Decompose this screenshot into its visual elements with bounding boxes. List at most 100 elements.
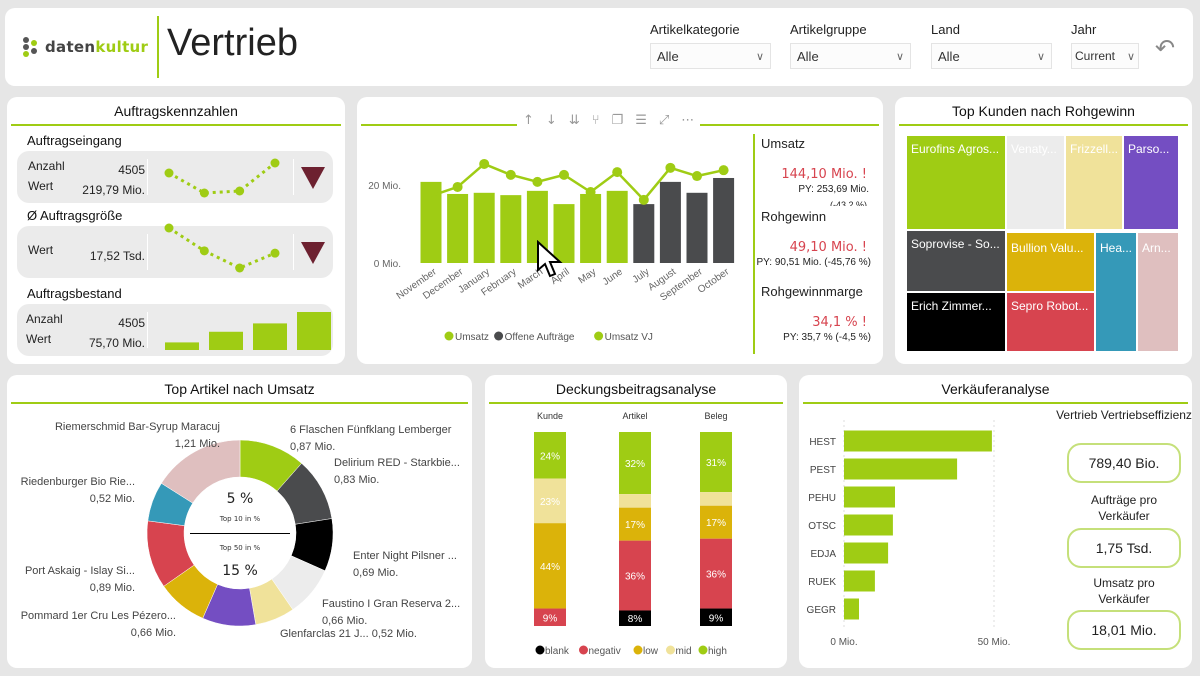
treemap-tile[interactable]: Hea... <box>1095 232 1137 352</box>
seller-bar <box>844 430 992 452</box>
segment-label: 36% <box>625 572 645 583</box>
seller-bar <box>844 598 859 620</box>
kpi-title: Rohgewinn <box>761 209 827 224</box>
sparkline-point <box>164 223 174 233</box>
treemap-tile[interactable]: Parso... <box>1123 135 1179 230</box>
slicer-dropdown[interactable]: Alle ∨ <box>650 43 771 69</box>
line-point <box>665 162 676 173</box>
legend-label: Offene Aufträge <box>505 332 575 343</box>
slicer-artikelgruppe: Artikelgruppe Alle ∨ <box>790 22 911 69</box>
kpi-title: Aufträge pro Verkäufer <box>1090 493 1158 523</box>
treemap-tile[interactable]: Eurofins Agros... <box>906 135 1006 230</box>
auftragseingang-card: Anzahl 4505 Wert 219,79 Mio. <box>17 151 333 203</box>
seller-bar <box>844 514 893 536</box>
header-divider <box>157 16 159 78</box>
treemap-tile[interactable]: Venaty... <box>1006 135 1065 230</box>
kpi-py: PY: 90,51 Mio. (-45,76 %) <box>756 257 871 268</box>
kpi-value: 4505 <box>118 163 145 177</box>
divider <box>147 159 148 195</box>
divider <box>293 159 294 195</box>
kpi-card-value: 1,75 Tsd. <box>1067 528 1181 568</box>
kpi-value: 219,79 Mio. <box>82 183 145 197</box>
divider <box>147 312 148 348</box>
x-tick-label: 50 Mio. <box>978 637 1011 648</box>
line-point <box>585 187 596 198</box>
bar-label: PEHU <box>808 493 836 504</box>
donut-label: Riedenburger Bio Rie... 0,52 Mio. <box>20 476 135 505</box>
top-artikel-panel: Top Artikel nach Umsatz 5 % Top 10 in % … <box>7 375 472 668</box>
chevron-down-icon: ∨ <box>755 50 764 63</box>
treemap-tile[interactable]: Bullion Valu... <box>1006 232 1095 292</box>
bar-label: OTSC <box>808 521 836 532</box>
auftragsbestand-card: Anzahl 4505 Wert 75,70 Mio. <box>17 304 333 356</box>
slicer-dropdown[interactable]: Alle ∨ <box>931 43 1052 69</box>
legend-label: low <box>643 646 659 657</box>
slicer-label: Artikelkategorie <box>650 22 740 37</box>
legend-marker <box>633 645 643 655</box>
drill-down-icon[interactable]: ↓ <box>545 113 557 128</box>
verkaeufer-panel: Verkäuferanalyse HEST PEST PEHU OTSC EDJA RUE… <box>799 375 1192 668</box>
line-point <box>452 181 463 192</box>
kpi-title: Vertrieb Vertriebseffizienz <box>1056 408 1192 422</box>
expand-all-down-icon[interactable]: ⇊ <box>568 113 580 128</box>
segment-blank <box>700 608 732 626</box>
bar-label: EDJA <box>810 549 836 560</box>
treemap-tile[interactable]: Soprovise - So... <box>906 230 1006 292</box>
divider <box>147 234 148 270</box>
treemap-tile[interactable]: Erich Zimmer... <box>906 292 1006 352</box>
mouse-cursor-icon <box>537 240 563 278</box>
segment-label: 17% <box>706 518 726 529</box>
sparkline-point <box>270 158 280 168</box>
trend-down-icon <box>301 242 325 264</box>
expand-hierarchy-icon[interactable]: ⑂ <box>591 113 600 128</box>
page-title: Vertrieb <box>167 22 298 64</box>
treemap-tile[interactable]: Sepro Robot... <box>1006 292 1095 352</box>
line-point <box>638 194 649 205</box>
focus-mode-icon[interactable]: ⤢ <box>658 113 670 128</box>
line-point <box>718 165 729 176</box>
drill-up-icon[interactable]: ↑ <box>523 113 534 128</box>
panel-title: Auftragskennzahlen <box>114 103 238 119</box>
slicer-value: Alle <box>938 48 960 64</box>
divider <box>293 234 294 270</box>
segment-label: 24% <box>540 451 560 462</box>
bar-umsatz <box>473 192 495 263</box>
sparkline <box>164 158 280 198</box>
legend-label: blank <box>545 646 570 657</box>
header: datenkultur Vertrieb Artikelkategorie Al… <box>5 8 1193 86</box>
x-tick-label: 0 Mio. <box>830 637 857 648</box>
kpi-label: Anzahl <box>28 159 65 173</box>
filter-icon[interactable]: ☰ <box>635 113 647 128</box>
logo-text: daten <box>45 38 96 56</box>
title-underline <box>899 124 1188 126</box>
chevron-down-icon: ∨ <box>1126 50 1135 63</box>
umsatz-chart-panel: ↑ ↓ ⇊ ⑂ ❐ ☰ ⤢ ⋯ 0 Mio. 20 Mio. November Dec… <box>357 97 883 364</box>
legend-marker <box>594 331 604 341</box>
copy-icon[interactable]: ❐ <box>611 113 624 128</box>
sparkline-point <box>235 263 245 273</box>
top50-value: 15 % <box>222 563 258 579</box>
y-tick-label: 0 Mio. <box>374 259 401 270</box>
bar-label: HEST <box>809 437 836 448</box>
visual-toolbar: ↑ ↓ ⇊ ⑂ ❐ ☰ ⤢ ⋯ <box>517 113 701 128</box>
panel-title: Top Kunden nach Rohgewinn <box>952 103 1135 119</box>
kpi-card-value: 18,01 Mio. <box>1067 610 1181 650</box>
treemap-tile[interactable]: Frizzell... <box>1065 135 1123 230</box>
donut-chart <box>146 439 334 627</box>
treemap-tile[interactable]: Arn... <box>1137 232 1179 352</box>
segment-label: 32% <box>625 459 645 470</box>
slicer-dropdown[interactable]: Current ∨ <box>1071 43 1139 69</box>
section-title: Auftragsbestand <box>27 286 122 301</box>
bar-label: RUEK <box>808 577 836 588</box>
slicer-dropdown[interactable]: Alle ∨ <box>790 43 911 69</box>
line-point <box>692 171 702 182</box>
kpi-title: Umsatz pro Verkäufer <box>1093 576 1155 606</box>
segment-low <box>700 505 732 539</box>
reset-undo-icon[interactable]: ↶ <box>1155 34 1176 62</box>
column-label: Beleg <box>704 411 727 421</box>
more-options-icon[interactable]: ⋯ <box>681 113 695 128</box>
umsatz-combo-chart: 0 Mio.20 Mio.NovemberDecemberJanuaryFebr… <box>368 158 735 343</box>
auftragsgroesse-card: Wert 17,52 Tsd. <box>17 223 333 278</box>
segment-label: 9% <box>543 613 558 624</box>
mini-bar <box>297 312 331 350</box>
